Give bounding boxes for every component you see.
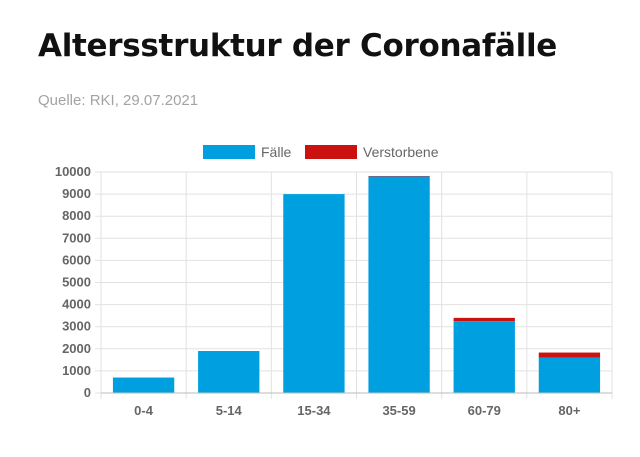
x-tick-label: 35-59 [382,403,415,418]
x-tick-label: 15-34 [297,403,331,418]
bar-cases-80+ [538,357,601,393]
bar-cases-15-34 [283,194,345,393]
bar-cases-5-14 [198,351,260,393]
bar-cases-60-79 [453,321,515,393]
y-tick-label: 10000 [55,164,91,179]
x-tick-label: 0-4 [134,403,154,418]
source-note: Quelle: RKI, 29.07.2021 [38,92,199,109]
y-tick-label: 7000 [62,230,91,245]
bar-deaths-80+ [538,352,601,358]
x-tick-label: 60-79 [468,403,501,418]
legend-label-cases: Fälle [261,144,292,160]
y-tick-label: 8000 [62,208,91,223]
bar-deaths-60-79 [453,317,515,322]
x-tick-label: 80+ [558,403,580,418]
y-tick-label: 1000 [62,363,91,378]
y-tick-label: 9000 [62,186,91,201]
y-tick-label: 5000 [62,275,91,290]
legend-swatch-cases [203,145,255,159]
y-tick-label: 0 [84,385,91,400]
bar-cases-0-4 [112,377,175,393]
y-tick-label: 2000 [62,341,91,356]
bar-cases-35-59 [368,176,430,393]
y-tick-label: 3000 [62,319,91,334]
y-tick-label: 6000 [62,252,91,267]
y-tick-label: 4000 [62,297,91,312]
legend-swatch-deaths [305,145,357,159]
x-tick-label: 5-14 [216,403,243,418]
legend-label-deaths: Verstorbene [363,144,439,160]
page-title: Altersstruktur der Coronafälle [38,28,558,64]
